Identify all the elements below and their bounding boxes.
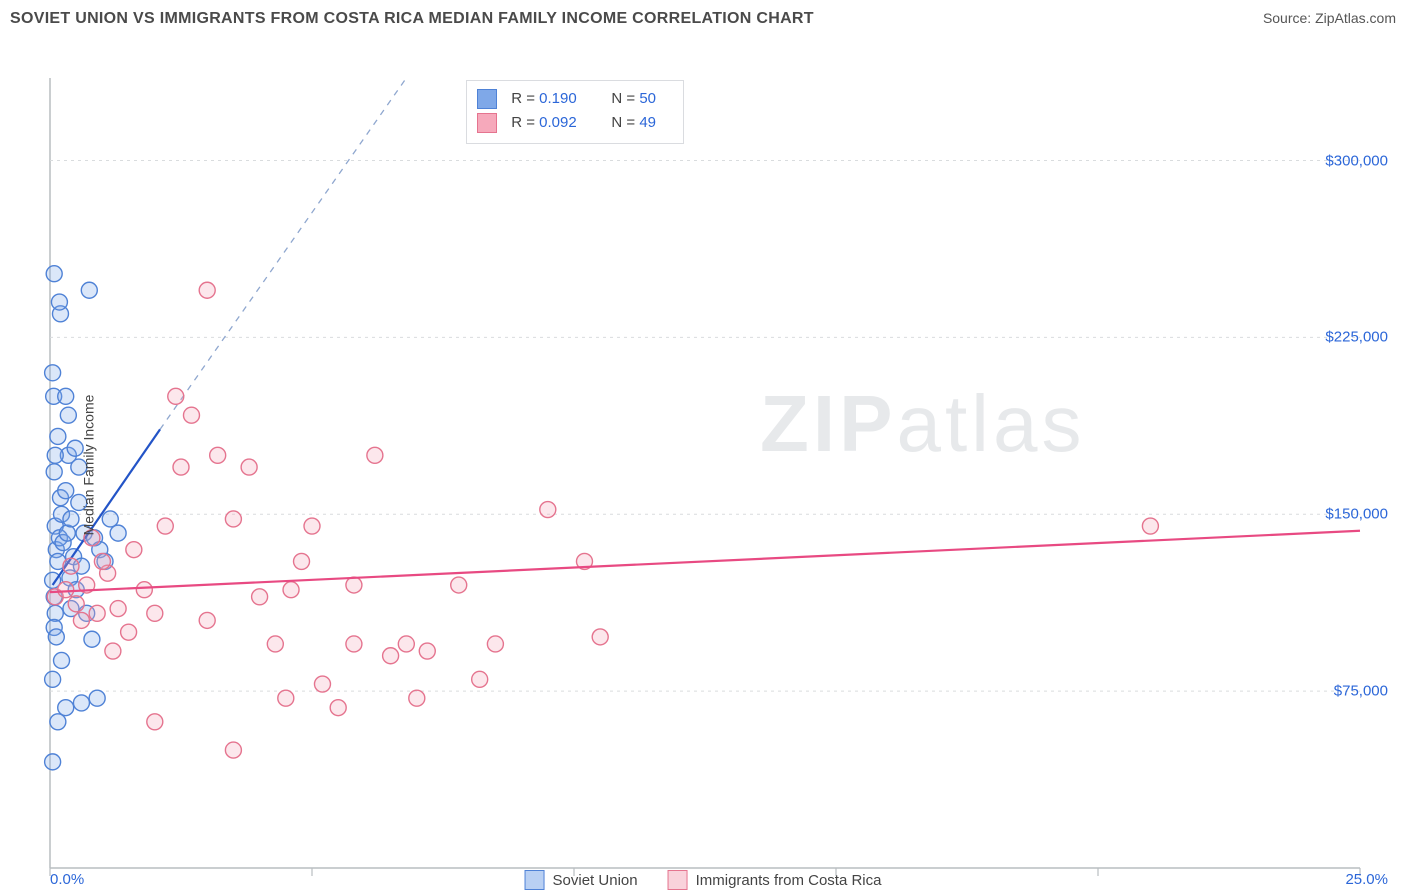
- legend-swatch-2: [477, 113, 497, 133]
- stats-row-2: R = 0.092 N = 49: [477, 111, 669, 135]
- r2-value: 0.092: [539, 111, 597, 135]
- y-tick-0: $75,000: [1334, 683, 1388, 700]
- y-tick-1: $150,000: [1325, 506, 1388, 523]
- legend-label-1: Soviet Union: [553, 872, 638, 889]
- legend-label-2: Immigrants from Costa Rica: [696, 872, 882, 889]
- legend-item-2: Immigrants from Costa Rica: [668, 870, 882, 890]
- scatter-plot: [0, 38, 1406, 892]
- chart-header: SOVIET UNION VS IMMIGRANTS FROM COSTA RI…: [10, 10, 1396, 28]
- source-prefix: Source:: [1263, 10, 1315, 26]
- x-tick-end: 25.0%: [1345, 871, 1388, 888]
- legend-swatch-1: [477, 89, 497, 109]
- stats-row-1: R = 0.190 N = 50: [477, 87, 669, 111]
- legend-swatch-b1: [525, 870, 545, 890]
- r1-value: 0.190: [539, 87, 597, 111]
- source-link[interactable]: ZipAtlas.com: [1315, 10, 1396, 26]
- chart-title: SOVIET UNION VS IMMIGRANTS FROM COSTA RI…: [10, 10, 814, 28]
- chart-area: ZIPatlas Median Family Income R = 0.190 …: [0, 38, 1406, 892]
- n2-value: 49: [639, 111, 669, 135]
- stats-legend: R = 0.190 N = 50 R = 0.092 N = 49: [466, 80, 684, 144]
- y-axis-label: Median Family Income: [80, 395, 96, 536]
- x-tick-start: 0.0%: [50, 871, 84, 888]
- legend-item-1: Soviet Union: [525, 870, 638, 890]
- y-tick-2: $225,000: [1325, 329, 1388, 346]
- chart-source: Source: ZipAtlas.com: [1263, 10, 1396, 26]
- legend-swatch-b2: [668, 870, 688, 890]
- y-tick-3: $300,000: [1325, 152, 1388, 169]
- bottom-legend: Soviet Union Immigrants from Costa Rica: [525, 870, 882, 890]
- n1-value: 50: [639, 87, 669, 111]
